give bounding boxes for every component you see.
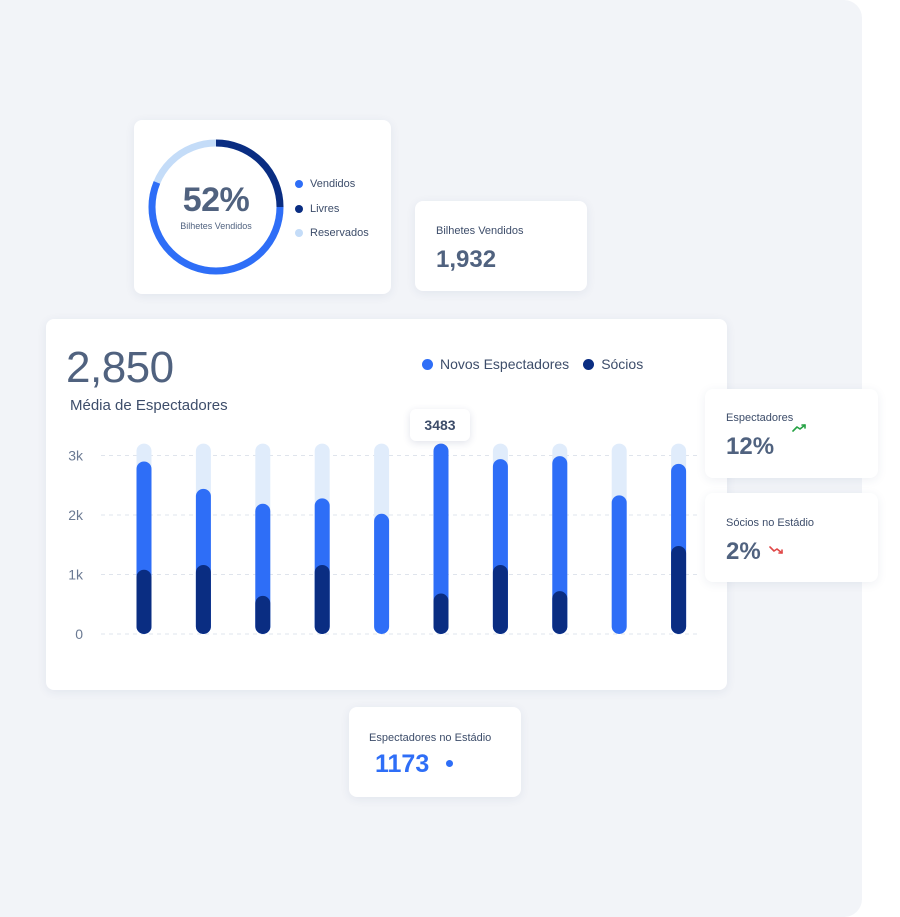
members-trend-card: Sócios no Estádio 2% (705, 493, 878, 582)
tickets-donut-card: 52% Bilhetes Vendidos Vendidos Livres Re… (134, 120, 391, 294)
y-tick-label: 3k (68, 448, 84, 464)
legend-label: Reservados (310, 227, 369, 240)
stat-label: Espectadores no Estádio (369, 732, 492, 744)
trend-down-icon (769, 546, 783, 554)
bar-novos-espectadores (433, 443, 449, 634)
tickets-sold-card: Bilhetes Vendidos 1,932 (415, 201, 587, 291)
stat-label: Bilhetes Vendidos (436, 225, 524, 237)
average-attendance-value: 2,850 (66, 343, 174, 392)
bar-novos-espectadores (552, 456, 568, 634)
legend-dot-icon (295, 180, 303, 189)
bar-tooltip: 3483 (410, 409, 470, 441)
bar-socios (433, 593, 449, 634)
bar-socios (671, 545, 687, 634)
donut-legend: Vendidos Livres Reservados (295, 172, 369, 246)
average-attendance-label: Média de Espectadores (70, 397, 228, 414)
legend-dot-icon (295, 204, 303, 213)
legend-item-vendidos: Vendidos (295, 172, 369, 197)
stadium-spectators-card: Espectadores no Estádio 1173 (349, 707, 521, 797)
legend-item-livres: Livres (295, 197, 369, 222)
stat-value: 1173 (375, 750, 430, 778)
tickets-donut-chart (148, 139, 284, 275)
stat-value: 1,932 (436, 246, 497, 273)
bar-socios (314, 564, 330, 634)
legend-label: Sócios (601, 356, 644, 372)
trend-up-icon (792, 424, 806, 432)
bar-socios (136, 569, 152, 634)
bar-socios (255, 595, 271, 634)
legend-dot-icon (295, 229, 303, 238)
bar-socios (195, 564, 211, 634)
legend-item-novos: Novos Espectadores (422, 356, 569, 372)
y-tick-label: 2k (68, 507, 84, 523)
chart-legend: Novos Espectadores Sócios (422, 356, 657, 372)
legend-dot-icon (422, 358, 433, 370)
stat-value: 2% (726, 538, 761, 565)
legend-label: Novos Espectadores (440, 356, 570, 372)
legend-dot-icon (583, 358, 595, 370)
donut-segment-livres (148, 139, 284, 275)
legend-item-socios: Sócios (583, 356, 643, 372)
donut-caption: Bilhetes Vendidos (180, 221, 252, 231)
bar-novos-espectadores (374, 513, 390, 634)
legend-label: Livres (310, 202, 340, 215)
bar-socios (492, 564, 508, 634)
bar-socios (552, 591, 568, 634)
y-tick-label: 1k (68, 567, 84, 583)
legend-item-reservados: Reservados (295, 221, 369, 246)
spectators-trend-card: Espectadores 12% (705, 389, 878, 478)
donut-center: 52% Bilhetes Vendidos (146, 137, 286, 277)
legend-label: Vendidos (310, 178, 356, 191)
stat-label: Espectadores (726, 412, 794, 424)
bar-novos-espectadores (611, 495, 627, 634)
live-dot-icon (446, 760, 453, 767)
stat-value: 12% (726, 433, 775, 460)
stat-label: Sócios no Estádio (726, 517, 815, 529)
y-tick-label: 0 (75, 626, 83, 642)
attendance-bar-chart: 0 1k 2k 3k (68, 443, 699, 642)
donut-percent: 52% (182, 181, 250, 219)
attendance-chart-card: 2,850 Média de Espectadores Novos Espect… (46, 319, 727, 690)
